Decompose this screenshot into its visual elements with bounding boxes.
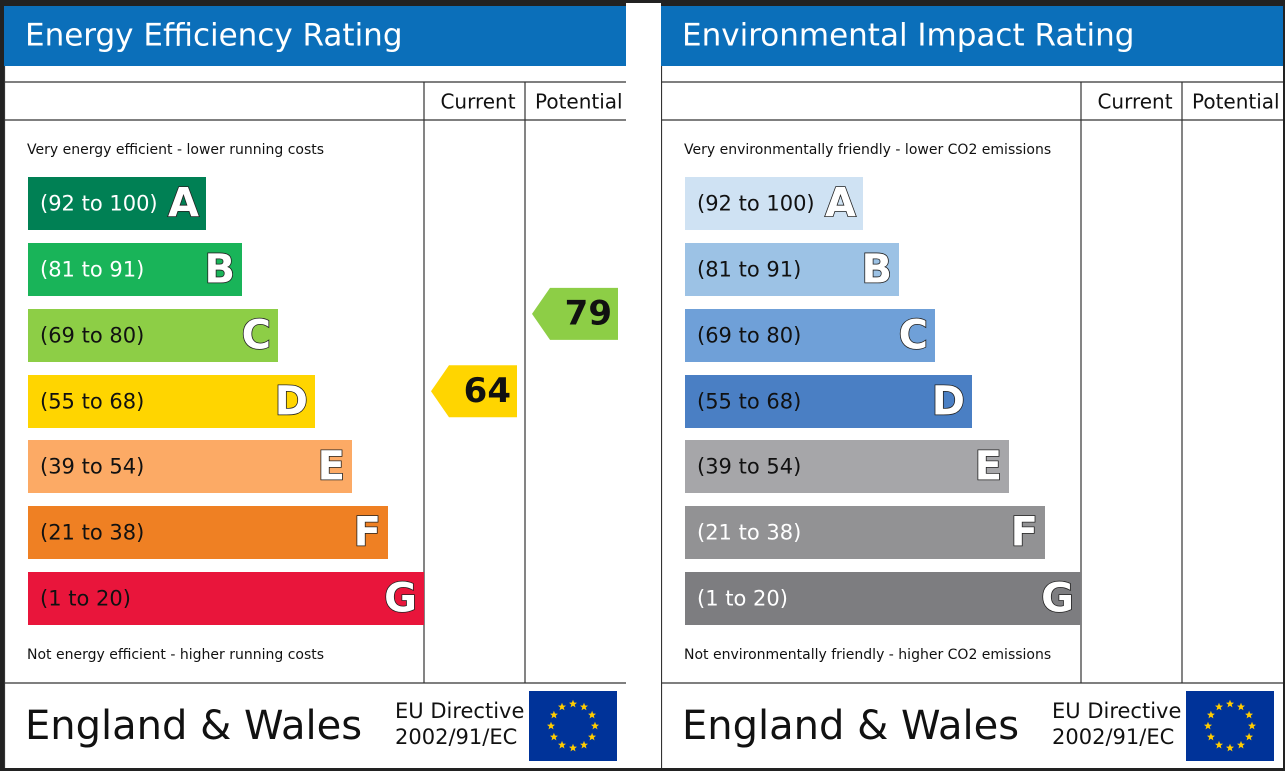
footer-region: England & Wales	[25, 703, 362, 749]
band-letter: A	[168, 181, 199, 227]
band-range: (69 to 80)	[40, 324, 144, 348]
eu-star	[550, 710, 558, 719]
title-bar	[661, 6, 1283, 66]
eu-star	[1226, 743, 1234, 752]
eu-star	[547, 721, 555, 730]
band	[685, 243, 899, 296]
band-range: (81 to 91)	[40, 258, 144, 282]
title-bar	[4, 6, 626, 66]
band-letter: G	[384, 576, 417, 622]
eu-star	[1237, 740, 1245, 749]
eu-star	[550, 732, 558, 741]
band	[685, 572, 1081, 625]
band-letter: F	[354, 510, 381, 556]
band-range: (21 to 38)	[40, 521, 144, 545]
eu-star	[569, 699, 577, 708]
eu-star	[1248, 721, 1256, 730]
bottom-note: Not energy efficient - higher running co…	[27, 647, 324, 663]
eu-star	[580, 740, 588, 749]
band-letter: C	[899, 313, 928, 359]
band-letter: F	[1011, 510, 1038, 556]
top-note: Very environmentally friendly - lower CO…	[684, 142, 1051, 158]
band-range: (55 to 68)	[40, 390, 144, 414]
band-range: (39 to 54)	[40, 455, 144, 479]
column-header: Current	[440, 90, 515, 114]
panel-title: Environmental Impact Rating	[682, 18, 1134, 54]
band	[685, 375, 972, 428]
gap	[626, 3, 661, 768]
eu-star	[580, 702, 588, 711]
footer-directive: EU Directive	[395, 699, 524, 723]
band	[685, 309, 935, 362]
rating-arrow	[431, 365, 517, 418]
band	[685, 506, 1045, 559]
band	[28, 375, 315, 428]
top-note: Very energy efficient - lower running co…	[27, 142, 324, 158]
column-header: Potential	[535, 90, 623, 114]
eu-star	[1207, 710, 1215, 719]
band-letter: D	[275, 379, 308, 425]
band-letter: C	[242, 313, 271, 359]
panel: Energy Efficiency Rating Current Potential…	[4, 6, 626, 768]
band	[685, 177, 863, 230]
band-range: (1 to 20)	[40, 587, 131, 611]
band-range: (55 to 68)	[697, 390, 801, 414]
band-range: (21 to 38)	[697, 521, 801, 545]
band-range: (92 to 100)	[697, 192, 815, 216]
band-letter: E	[975, 444, 1002, 490]
eu-star	[1237, 702, 1245, 711]
panel: Environmental Impact Rating Current Potent…	[661, 6, 1283, 768]
bottom-note: Not environmentally friendly - higher CO…	[684, 647, 1051, 663]
rating-arrow	[532, 287, 618, 340]
eu-star	[588, 710, 596, 719]
eu-star	[558, 740, 566, 749]
column-header: Potential	[1192, 90, 1280, 114]
band	[685, 440, 1009, 493]
band	[28, 440, 352, 493]
eu-star	[558, 702, 566, 711]
rating-value: 64	[464, 371, 511, 411]
band	[28, 243, 242, 296]
eu-star	[1245, 710, 1253, 719]
band-range: (39 to 54)	[697, 455, 801, 479]
band-range: (81 to 91)	[697, 258, 801, 282]
footer-directive: EU Directive	[1052, 699, 1181, 723]
band	[28, 506, 388, 559]
band	[28, 177, 206, 230]
band-range: (92 to 100)	[40, 192, 158, 216]
column-header: Current	[1097, 90, 1172, 114]
eu-star	[588, 732, 596, 741]
band-letter: A	[825, 181, 856, 227]
band-letter: B	[862, 247, 893, 293]
band-range: (69 to 80)	[697, 324, 801, 348]
eu-star	[1215, 740, 1223, 749]
footer-region: England & Wales	[682, 703, 1019, 749]
rating-value: 79	[565, 293, 612, 333]
band	[28, 309, 278, 362]
panel-title: Energy Efficiency Rating	[25, 18, 403, 54]
eu-star	[1245, 732, 1253, 741]
footer-directive: 2002/91/EC	[395, 725, 517, 749]
eu-star	[1226, 699, 1234, 708]
band-range: (1 to 20)	[697, 587, 788, 611]
band	[28, 572, 424, 625]
eu-star	[1204, 721, 1212, 730]
footer-directive: 2002/91/EC	[1052, 725, 1174, 749]
eu-star	[1215, 702, 1223, 711]
band-letter: D	[932, 379, 965, 425]
band-letter: E	[318, 444, 345, 490]
eu-star	[1207, 732, 1215, 741]
eu-star	[569, 743, 577, 752]
band-letter: G	[1041, 576, 1074, 622]
eu-star	[591, 721, 599, 730]
band-letter: B	[205, 247, 236, 293]
